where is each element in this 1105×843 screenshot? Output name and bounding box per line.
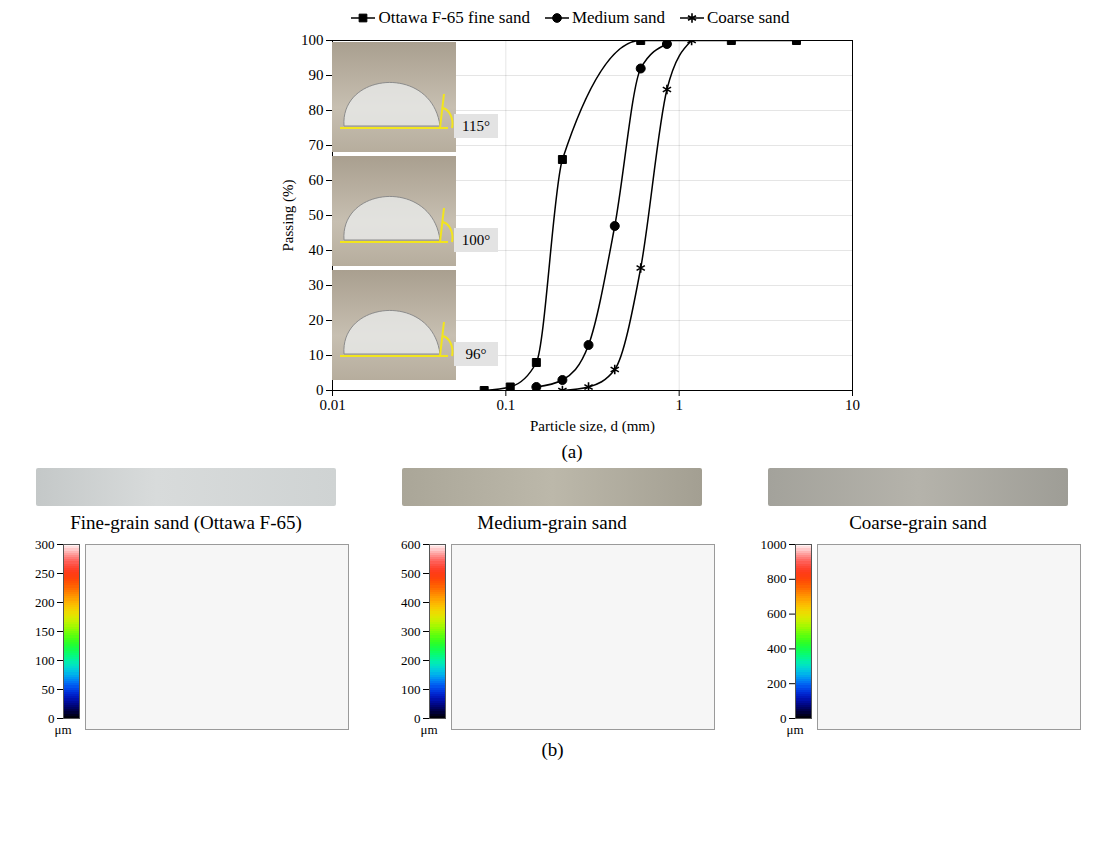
svg-text:800: 800 — [767, 571, 787, 586]
html-text:Fine-grain sand (Ottawa F-65): Fine-grain sand (Ottawa F-65) — [70, 512, 302, 533]
svg-text:200: 200 — [35, 595, 55, 610]
svg-text:0.01: 0.01 — [319, 397, 345, 413]
svg-text:0.1: 0.1 — [496, 397, 515, 413]
svg-text:1: 1 — [675, 397, 683, 413]
html-text:μm: μm — [420, 722, 438, 737]
svg-text:90: 90 — [309, 67, 324, 83]
svg-text:20: 20 — [309, 312, 324, 328]
svg-text:100: 100 — [401, 682, 421, 697]
svg-text:50: 50 — [309, 207, 324, 223]
svg-text:60: 60 — [309, 172, 324, 188]
html-text:(b): (b) — [541, 739, 564, 760]
svg-text:100: 100 — [301, 32, 324, 48]
svg-text:300: 300 — [35, 537, 55, 552]
svg-text:400: 400 — [401, 595, 421, 610]
svg-text:1000: 1000 — [761, 537, 787, 552]
html-text:μm: μm — [54, 722, 72, 737]
svg-text:Passing (%): Passing (%) — [280, 179, 297, 251]
svg-text:0: 0 — [414, 711, 421, 726]
svg-text:100°: 100° — [462, 232, 491, 248]
html-text:(a): (a) — [561, 441, 583, 462]
svg-text:115°: 115° — [462, 118, 490, 134]
svg-text:100: 100 — [35, 653, 55, 668]
svg-text:200: 200 — [767, 676, 787, 691]
svg-text:200: 200 — [401, 653, 421, 668]
svg-text:500: 500 — [401, 566, 421, 581]
svg-text:10: 10 — [845, 397, 860, 413]
svg-text:0: 0 — [48, 711, 55, 726]
svg-text:600: 600 — [401, 537, 421, 552]
html-text:μm: μm — [786, 722, 804, 737]
svg-text:150: 150 — [35, 624, 55, 639]
svg-text:400: 400 — [767, 641, 787, 656]
html-text:Medium sand: Medium sand — [572, 8, 665, 27]
svg-text:40: 40 — [309, 242, 324, 258]
svg-text:0: 0 — [780, 711, 787, 726]
svg-text:250: 250 — [35, 566, 55, 581]
svg-text:300: 300 — [401, 624, 421, 639]
html-text:Ottawa F-65 fine sand: Ottawa F-65 fine sand — [378, 8, 530, 27]
svg-text:Particle size, d (mm): Particle size, d (mm) — [530, 418, 655, 435]
svg-text:70: 70 — [309, 137, 324, 153]
svg-text:96°: 96° — [466, 346, 487, 362]
svg-text:0: 0 — [316, 382, 324, 398]
svg-text:80: 80 — [309, 102, 324, 118]
svg-text:600: 600 — [767, 606, 787, 621]
svg-text:30: 30 — [309, 277, 324, 293]
svg-text:10: 10 — [309, 347, 324, 363]
html-text:Coarse-grain sand: Coarse-grain sand — [849, 512, 987, 533]
html-text:Coarse sand: Coarse sand — [707, 8, 790, 27]
html-text:Medium-grain sand: Medium-grain sand — [477, 512, 627, 533]
svg-text:50: 50 — [42, 682, 55, 697]
